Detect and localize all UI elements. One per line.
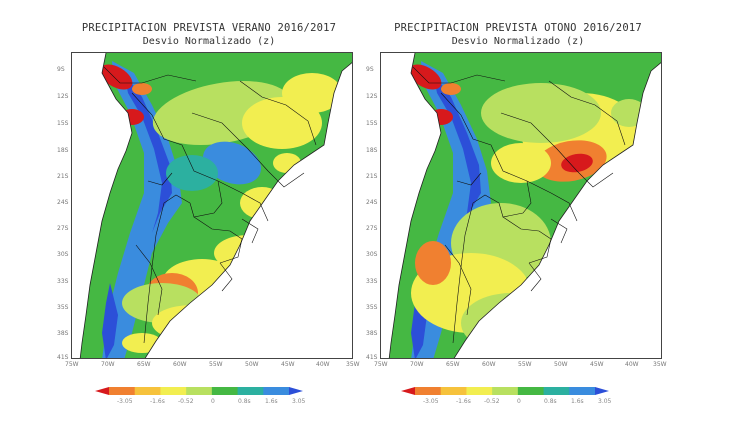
lat-tick: 30S [57, 251, 69, 258]
colorbar-label: -1.6s [456, 398, 471, 405]
lat-tick: 24S [57, 199, 69, 206]
lon-tick: 50W [554, 361, 568, 368]
lon-tick: 75W [374, 361, 388, 368]
lat-tick: 33S [366, 278, 378, 285]
lat-tick: 35S [366, 304, 378, 311]
lat-tick: 18S [366, 147, 378, 154]
lat-tick: 38S [366, 330, 378, 337]
colorbar-label: 0 [517, 398, 521, 405]
lat-tick: 27S [366, 225, 378, 232]
lat-tick: 38S [57, 330, 69, 337]
lon-tick: 70W [101, 361, 115, 368]
lon-tick: 60W [482, 361, 496, 368]
map-title: PRECIPITACION PREVISTA OTONO 2016/2017 [394, 22, 642, 34]
lat-tick: 12S [57, 93, 69, 100]
colorbar-label: -0.52 [484, 398, 500, 405]
lat-tick: 30S [366, 251, 378, 258]
map-panel-verano: PRECIPITACION PREVISTA VERANO 2016/2017 … [57, 0, 360, 370]
map-subtitle: Desvio Normalizado (z) [142, 36, 276, 47]
map-subtitle: Desvio Normalizado (z) [451, 36, 585, 47]
lon-tick: 40W [316, 361, 330, 368]
colorbar-label: 3.05 [598, 398, 612, 405]
lat-tick: 15S [366, 120, 378, 127]
precipitation-map [71, 52, 353, 359]
lon-tick: 55W [518, 361, 532, 368]
lat-tick: 9S [366, 66, 374, 73]
colorbar-label: -3.05 [423, 398, 439, 405]
colorbar-legend [95, 387, 303, 395]
lat-tick: 35S [57, 304, 69, 311]
colorbar-label: 0.8s [238, 398, 251, 405]
lat-tick: 33S [57, 278, 69, 285]
colorbar-label: 0 [211, 398, 215, 405]
lon-tick: 35W [346, 361, 360, 368]
lon-tick: 75W [65, 361, 79, 368]
colorbar-label: -3.05 [117, 398, 133, 405]
lon-tick: 60W [173, 361, 187, 368]
lon-tick: 45W [590, 361, 604, 368]
lat-tick: 41S [366, 354, 378, 361]
lat-tick: 15S [57, 120, 69, 127]
colorbar-label: 3.05 [292, 398, 306, 405]
precipitation-map [380, 52, 662, 359]
lon-tick: 40W [625, 361, 639, 368]
lon-tick: 70W [410, 361, 424, 368]
colorbar-label: 1.6s [571, 398, 584, 405]
lon-tick: 35W [653, 361, 667, 368]
colorbar-label: -0.52 [178, 398, 194, 405]
lat-tick: 12S [366, 93, 378, 100]
colorbar-label: -1.6s [150, 398, 165, 405]
lon-tick: 65W [446, 361, 460, 368]
colorbar-label: 0.8s [544, 398, 557, 405]
lat-tick: 9S [57, 66, 65, 73]
map-title: PRECIPITACION PREVISTA VERANO 2016/2017 [81, 22, 337, 34]
map-panel-otono: PRECIPITACION PREVISTA OTONO 2016/2017 D… [366, 0, 668, 370]
colorbar-label: 1.6s [265, 398, 278, 405]
lat-tick: 41S [57, 354, 69, 361]
lat-tick: 27S [57, 225, 69, 232]
colorbar-legend [401, 387, 609, 395]
lat-tick: 24S [366, 199, 378, 206]
lon-tick: 65W [137, 361, 151, 368]
lon-tick: 50W [245, 361, 259, 368]
lon-tick: 55W [209, 361, 223, 368]
lat-tick: 21S [366, 173, 378, 180]
lat-tick: 21S [57, 173, 69, 180]
lat-tick: 18S [57, 147, 69, 154]
lon-tick: 45W [281, 361, 295, 368]
